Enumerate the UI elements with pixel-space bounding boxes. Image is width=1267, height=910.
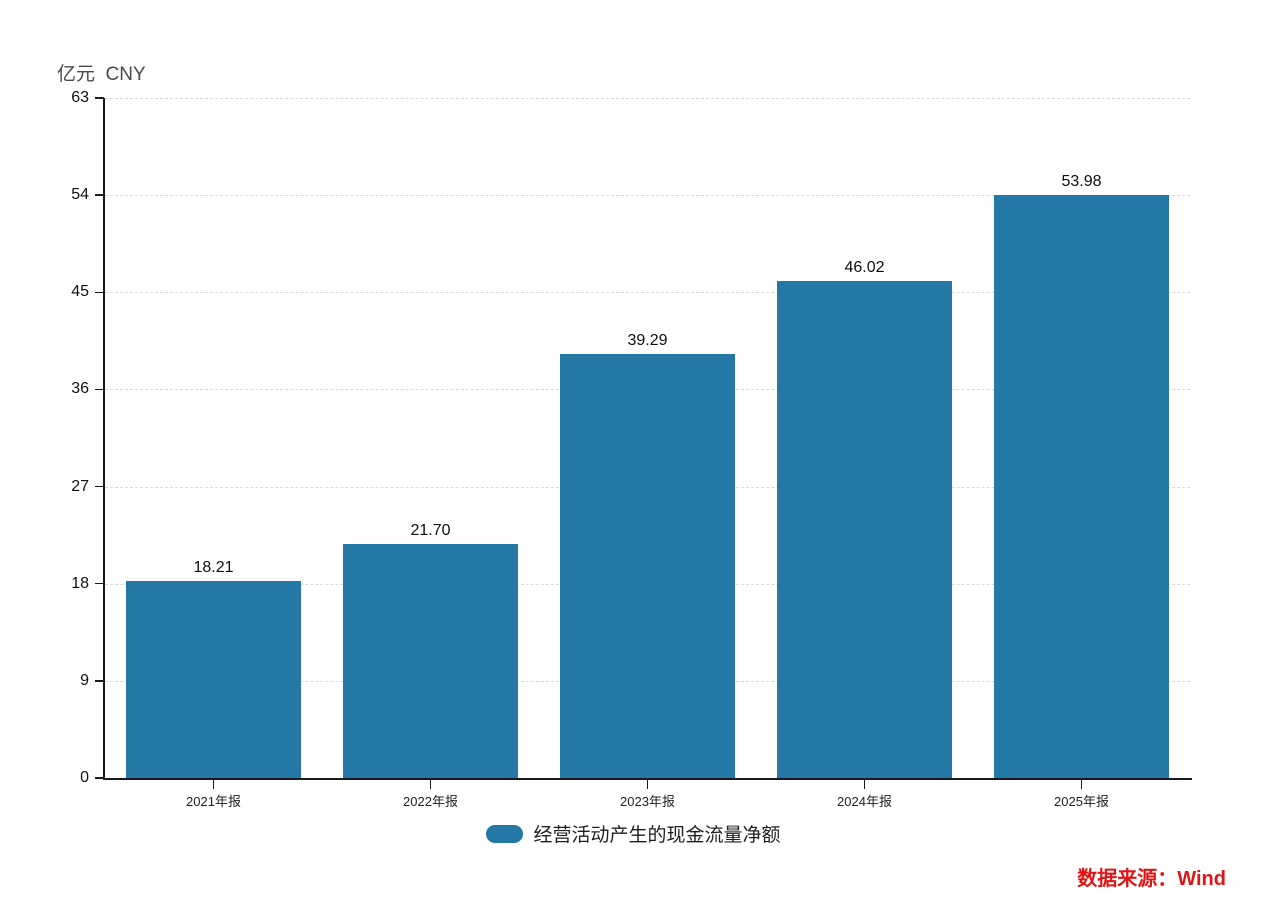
y-axis-tick-27 [95, 485, 104, 488]
x-axis-tick-label-2022年报: 2022年报 [403, 794, 458, 809]
bar-2023年报[interactable] [560, 353, 735, 778]
x-axis-tick-label-2025年报: 2025年报 [1054, 794, 1109, 809]
data-source-note: 数据来源：Wind [1077, 868, 1226, 890]
x-axis-tick-2022年报 [429, 780, 432, 789]
y-axis-tick-label-45: 45 [71, 283, 89, 301]
bar-2022年报[interactable] [343, 543, 518, 778]
y-axis-tick-36 [95, 388, 104, 391]
x-axis-tick-2023年报 [646, 780, 649, 789]
y-axis-tick-9 [95, 680, 104, 682]
bar-2021年报[interactable] [126, 581, 301, 778]
gridline-45 [105, 292, 1190, 294]
y-axis-tick-label-9: 9 [80, 671, 89, 689]
y-axis-tick-label-54: 54 [71, 186, 89, 204]
bar-value-label-2025年报: 53.98 [1061, 173, 1102, 191]
legend-swatch-icon [486, 824, 524, 843]
y-axis-tick-54 [95, 194, 104, 196]
x-axis-tick-2021年报 [212, 780, 215, 789]
x-axis-tick-label-2021年报: 2021年报 [186, 794, 241, 809]
x-axis-tick-2025年报 [1080, 780, 1083, 789]
plot-area: 0 9 18 27 36 45 54 63 18.21 2021年报 21.70 2022年报 39.2… [71, 90, 1192, 809]
gridline-63 [105, 98, 1190, 99]
legend[interactable]: 经营活动产生的现金流量净额 [0, 820, 1267, 847]
x-axis-line [103, 778, 1192, 780]
bar-2024年报[interactable] [777, 281, 952, 778]
y-axis-tick-label-27: 27 [71, 477, 89, 495]
y-axis-tick-label-0: 0 [80, 769, 89, 786]
bar-value-label-2022年报: 21.70 [410, 521, 451, 539]
x-axis-tick-label-2024年报: 2024年报 [837, 794, 892, 809]
y-axis-line [103, 98, 105, 778]
gridline-54 [105, 195, 1190, 197]
bar-value-label-2021年报: 18.21 [193, 559, 234, 577]
y-axis-tick-0 [95, 777, 104, 779]
y-axis-tick-18 [95, 582, 104, 585]
bar-2025年报[interactable] [994, 195, 1169, 778]
y-axis-tick-63 [95, 97, 104, 99]
y-axis-tick-label-18: 18 [71, 574, 89, 592]
legend-series-label: 经营活动产生的现金流量净额 [533, 825, 781, 846]
y-axis-tick-label-36: 36 [71, 380, 89, 398]
y-axis-tick-45 [95, 291, 104, 294]
bar-value-label-2024年报: 46.02 [844, 259, 885, 277]
bar-value-label-2023年报: 39.29 [627, 331, 668, 349]
x-axis-tick-2024年报 [863, 780, 866, 789]
x-axis-tick-label-2023年报: 2023年报 [620, 794, 675, 809]
y-axis-unit-label: 亿元 CNY [57, 64, 146, 85]
y-axis-tick-label-63: 63 [71, 89, 89, 106]
